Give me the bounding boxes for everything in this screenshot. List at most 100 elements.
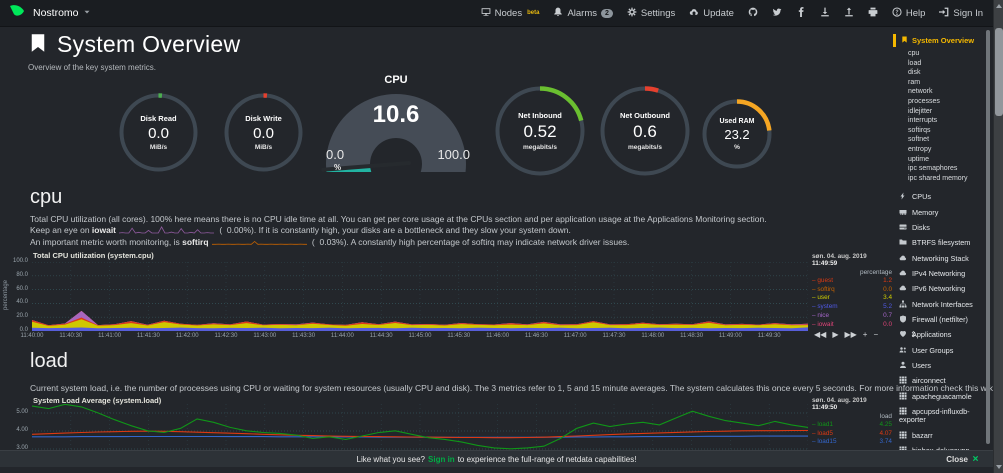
sidebar-subitem-interrupts[interactable]: interrupts bbox=[908, 117, 938, 125]
legend-row-load5[interactable]: – load5 4.07 bbox=[812, 429, 892, 438]
x-tick-label: 11:45:30 bbox=[447, 333, 471, 339]
signin-banner: Like what you see? Sign in to experience… bbox=[0, 450, 993, 467]
sidebar-section-apacheguacamole[interactable]: apacheguacamole bbox=[893, 389, 986, 404]
legend-series-name: – iowait bbox=[812, 320, 834, 328]
disk-read-ring bbox=[119, 93, 198, 172]
sidebar-subitem-processes[interactable]: processes bbox=[908, 97, 940, 105]
nav-item-github[interactable] bbox=[748, 7, 758, 19]
sidebar-section-network-interfaces[interactable]: Network Interfaces bbox=[893, 297, 986, 312]
legend-row-load15[interactable]: – load15 3.74 bbox=[812, 438, 892, 447]
y-tick-label: 3.00 bbox=[16, 445, 28, 451]
nav-item-twitter[interactable] bbox=[772, 7, 782, 19]
gauge-disk-read[interactable]: Disk Read 0.0 MiB/s bbox=[119, 93, 198, 172]
beta-badge: beta bbox=[527, 10, 540, 16]
sidebar-subitem-softirqs[interactable]: softirqs bbox=[908, 126, 931, 134]
nav-item-facebook[interactable] bbox=[796, 7, 806, 19]
nav-item-signin[interactable]: Sign In bbox=[939, 7, 983, 19]
banner-close-button[interactable]: Close bbox=[946, 451, 979, 468]
netdata-logo-icon[interactable] bbox=[9, 3, 25, 22]
sidebar-section-disks[interactable]: Disks bbox=[893, 220, 986, 235]
sidebar-section-apcupsd-influxdb-exporter[interactable]: apcupsd-influxdb-exporter bbox=[893, 404, 986, 428]
x-tick-label: 11:49:30 bbox=[757, 333, 781, 339]
gauge-cpu[interactable]: CPU 10.6 0.0 100.0 % bbox=[318, 74, 474, 176]
sidebar-section-binhex-delugevpn[interactable]: binhex-delugevpn bbox=[893, 443, 986, 450]
zoom-in-button[interactable]: + bbox=[862, 330, 868, 339]
page-header: System Overview bbox=[28, 31, 240, 58]
gauge-value: 0.6 bbox=[633, 122, 657, 141]
legend-row-softirq[interactable]: – softirq 0.0 bbox=[812, 285, 892, 294]
sidebar-subitem-uptime[interactable]: uptime bbox=[908, 155, 930, 163]
sidebar-section-label: User Groups bbox=[912, 345, 954, 355]
resize-handle[interactable]: ⇕ bbox=[910, 330, 917, 339]
pan-forward-button[interactable]: ▶▶ bbox=[844, 330, 857, 339]
sidebar-section-label: IPv6 Networking bbox=[912, 284, 966, 294]
sidebar-section-label: Networking Stack bbox=[912, 253, 969, 263]
legend-row-load1[interactable]: – load1 4.25 bbox=[812, 420, 892, 429]
question-icon bbox=[892, 7, 902, 19]
sidebar-section-bazarr[interactable]: bazarr bbox=[893, 428, 986, 443]
sidebar-subitem-load[interactable]: load bbox=[908, 59, 922, 67]
x-tick-label: 11:47:30 bbox=[602, 333, 626, 339]
nav-item-update[interactable]: Update bbox=[689, 7, 734, 19]
legend-row-system[interactable]: – system 5.2 bbox=[812, 302, 892, 311]
load-chart-plot[interactable] bbox=[32, 404, 808, 451]
legend-row-guest[interactable]: – guest 1.2 bbox=[812, 276, 892, 285]
nav-item-settings[interactable]: Settings bbox=[627, 7, 675, 19]
sidebar-section-firewall-netfilter-[interactable]: Firewall (netfilter) bbox=[893, 312, 986, 327]
cpu-chart-plot[interactable] bbox=[32, 262, 808, 331]
gauge-net-inbound[interactable]: Net Inbound 0.52 megabits/s bbox=[495, 86, 585, 176]
nav-item-nodes[interactable]: Nodes beta bbox=[481, 7, 540, 19]
sidebar-section-networking-stack[interactable]: Networking Stack bbox=[893, 251, 986, 266]
sidebar-subitem-cpu[interactable]: cpu bbox=[908, 50, 920, 57]
scroll-up-arrow[interactable] bbox=[996, 4, 1002, 8]
nav-item-export[interactable] bbox=[844, 7, 854, 19]
nav-item-import[interactable] bbox=[820, 7, 830, 19]
sidebar-subitem-entropy[interactable]: entropy bbox=[908, 145, 932, 153]
sidebar-subitem-ram[interactable]: ram bbox=[908, 78, 921, 86]
nav-item-alarms[interactable]: Alarms 2 bbox=[553, 7, 613, 19]
sidebar-subitem-ipc-shared-memory[interactable]: ipc shared memory bbox=[908, 174, 968, 182]
legend-row-nice[interactable]: – nice 0.7 bbox=[812, 311, 892, 320]
sidebar-section-cpus[interactable]: CPUs bbox=[893, 189, 986, 204]
sidebar-subitem-idlejitter[interactable]: idlejitter bbox=[908, 107, 933, 115]
sidebar-subitem-ipc-semaphores[interactable]: ipc semaphores bbox=[908, 165, 958, 173]
nav-item-label: Settings bbox=[640, 7, 676, 19]
scrollbar-thumb[interactable] bbox=[995, 28, 1003, 116]
sidebar-section-airconnect[interactable]: airconnect bbox=[893, 373, 986, 388]
sidebar-section-ipv6-networking[interactable]: IPv6 Networking bbox=[893, 281, 986, 296]
nav-item-print[interactable] bbox=[868, 7, 878, 19]
legend-row-user[interactable]: – user 3.4 bbox=[812, 294, 892, 303]
play-button[interactable]: ▶ bbox=[832, 330, 839, 339]
sidebar-section-applications[interactable]: Applications bbox=[893, 327, 986, 342]
gauge-disk-write[interactable]: Disk Write 0.0 MiB/s bbox=[224, 93, 303, 172]
scroll-down-arrow[interactable] bbox=[996, 465, 1002, 469]
nav-item-help[interactable]: Help bbox=[892, 7, 925, 19]
caret-down-icon[interactable] bbox=[83, 8, 91, 17]
legend-unit-header: load bbox=[879, 413, 892, 420]
sidebar-section-users[interactable]: Users bbox=[893, 358, 986, 373]
window-scrollbar[interactable] bbox=[993, 0, 1003, 473]
legend-series-value: 4.25 bbox=[879, 420, 892, 428]
navbar-menu: Nodes beta Alarms 2 Settings Update Help Sign I… bbox=[481, 7, 983, 19]
pan-backward-button[interactable]: ◀◀ bbox=[814, 330, 827, 339]
zoom-out-button[interactable]: − bbox=[873, 330, 879, 339]
sidebar-section-memory[interactable]: Memory bbox=[893, 205, 986, 220]
sidebar-scrollbar[interactable] bbox=[986, 30, 990, 444]
gauge-used-ram[interactable]: Used RAM 23.2 % bbox=[702, 99, 772, 169]
sidebar-subitem-network[interactable]: network bbox=[908, 88, 933, 96]
gauge-units: megabits/s bbox=[523, 144, 557, 151]
sidebar-subitem-disk[interactable]: disk bbox=[908, 69, 921, 77]
y-tick-label: 5.00 bbox=[16, 409, 28, 415]
sidebar-section-user-groups[interactable]: User Groups bbox=[893, 343, 986, 358]
legend-row-iowait[interactable]: – iowait 0.0 bbox=[812, 320, 892, 329]
sidebar-section-btrfs-filesystem[interactable]: BTRFS filesystem bbox=[893, 235, 986, 250]
signin-link[interactable]: Sign in bbox=[428, 454, 455, 464]
legend-date: søn. 04. aug. 2019 bbox=[812, 397, 867, 404]
hostname-dropdown[interactable]: Nostromo bbox=[33, 7, 79, 19]
page-subtitle: Overview of the key system metrics. bbox=[28, 63, 157, 72]
x-tick-label: 11:48:30 bbox=[680, 333, 704, 339]
gauge-net-outbound[interactable]: Net Outbound 0.6 megabits/s bbox=[600, 86, 690, 176]
sidebar-section-ipv4-networking[interactable]: IPv4 Networking bbox=[893, 266, 986, 281]
sidebar-item-system-overview[interactable]: System Overview bbox=[893, 34, 986, 47]
sidebar-subitem-softnet[interactable]: softnet bbox=[908, 136, 930, 144]
